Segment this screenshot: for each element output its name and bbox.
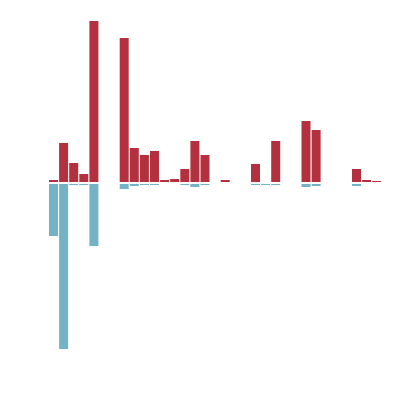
positive-bar-3 bbox=[79, 174, 89, 182]
positive-bar-4 bbox=[89, 21, 99, 182]
positive-bar-1 bbox=[59, 143, 69, 182]
negative-bar-20 bbox=[251, 184, 260, 185]
negative-bar-22 bbox=[271, 184, 281, 185]
negative-bar-15 bbox=[200, 184, 210, 185]
positive-bar-15 bbox=[200, 155, 210, 182]
negative-bar-25 bbox=[301, 184, 311, 187]
negative-bar-3 bbox=[79, 184, 89, 185]
positive-bar-12 bbox=[170, 179, 180, 182]
positive-bar-31 bbox=[362, 180, 372, 182]
positive-bar-26 bbox=[311, 130, 321, 182]
negative-bar-2 bbox=[69, 184, 79, 185]
negative-bar-4 bbox=[89, 184, 99, 246]
positive-bar-13 bbox=[180, 169, 190, 182]
negative-bar-26 bbox=[311, 184, 321, 186]
negative-bar-10 bbox=[150, 184, 159, 185]
negative-bar-13 bbox=[180, 184, 190, 185]
negative-bar-1 bbox=[59, 184, 69, 349]
positive-bar-17 bbox=[220, 180, 230, 182]
positive-bar-9 bbox=[139, 155, 149, 182]
positive-bar-8 bbox=[129, 148, 139, 182]
positive-bar-22 bbox=[271, 141, 281, 182]
bars-group bbox=[49, 21, 382, 349]
positive-bar-14 bbox=[190, 141, 200, 182]
positive-bar-0 bbox=[49, 180, 58, 182]
negative-bar-8 bbox=[129, 184, 139, 186]
negative-bar-14 bbox=[190, 184, 200, 187]
negative-bar-7 bbox=[119, 184, 129, 189]
positive-bar-25 bbox=[301, 121, 311, 182]
negative-bar-9 bbox=[139, 184, 149, 185]
positive-bar-7 bbox=[119, 38, 129, 182]
positive-bar-2 bbox=[69, 163, 79, 182]
negative-bar-30 bbox=[352, 184, 361, 186]
positive-bar-10 bbox=[150, 151, 159, 182]
negative-bar-0 bbox=[49, 184, 58, 236]
positive-bar-30 bbox=[352, 169, 361, 182]
negative-bar-21 bbox=[261, 184, 271, 185]
positive-bar-32 bbox=[372, 181, 382, 182]
positive-bar-11 bbox=[160, 180, 170, 182]
positive-bar-20 bbox=[251, 164, 260, 182]
